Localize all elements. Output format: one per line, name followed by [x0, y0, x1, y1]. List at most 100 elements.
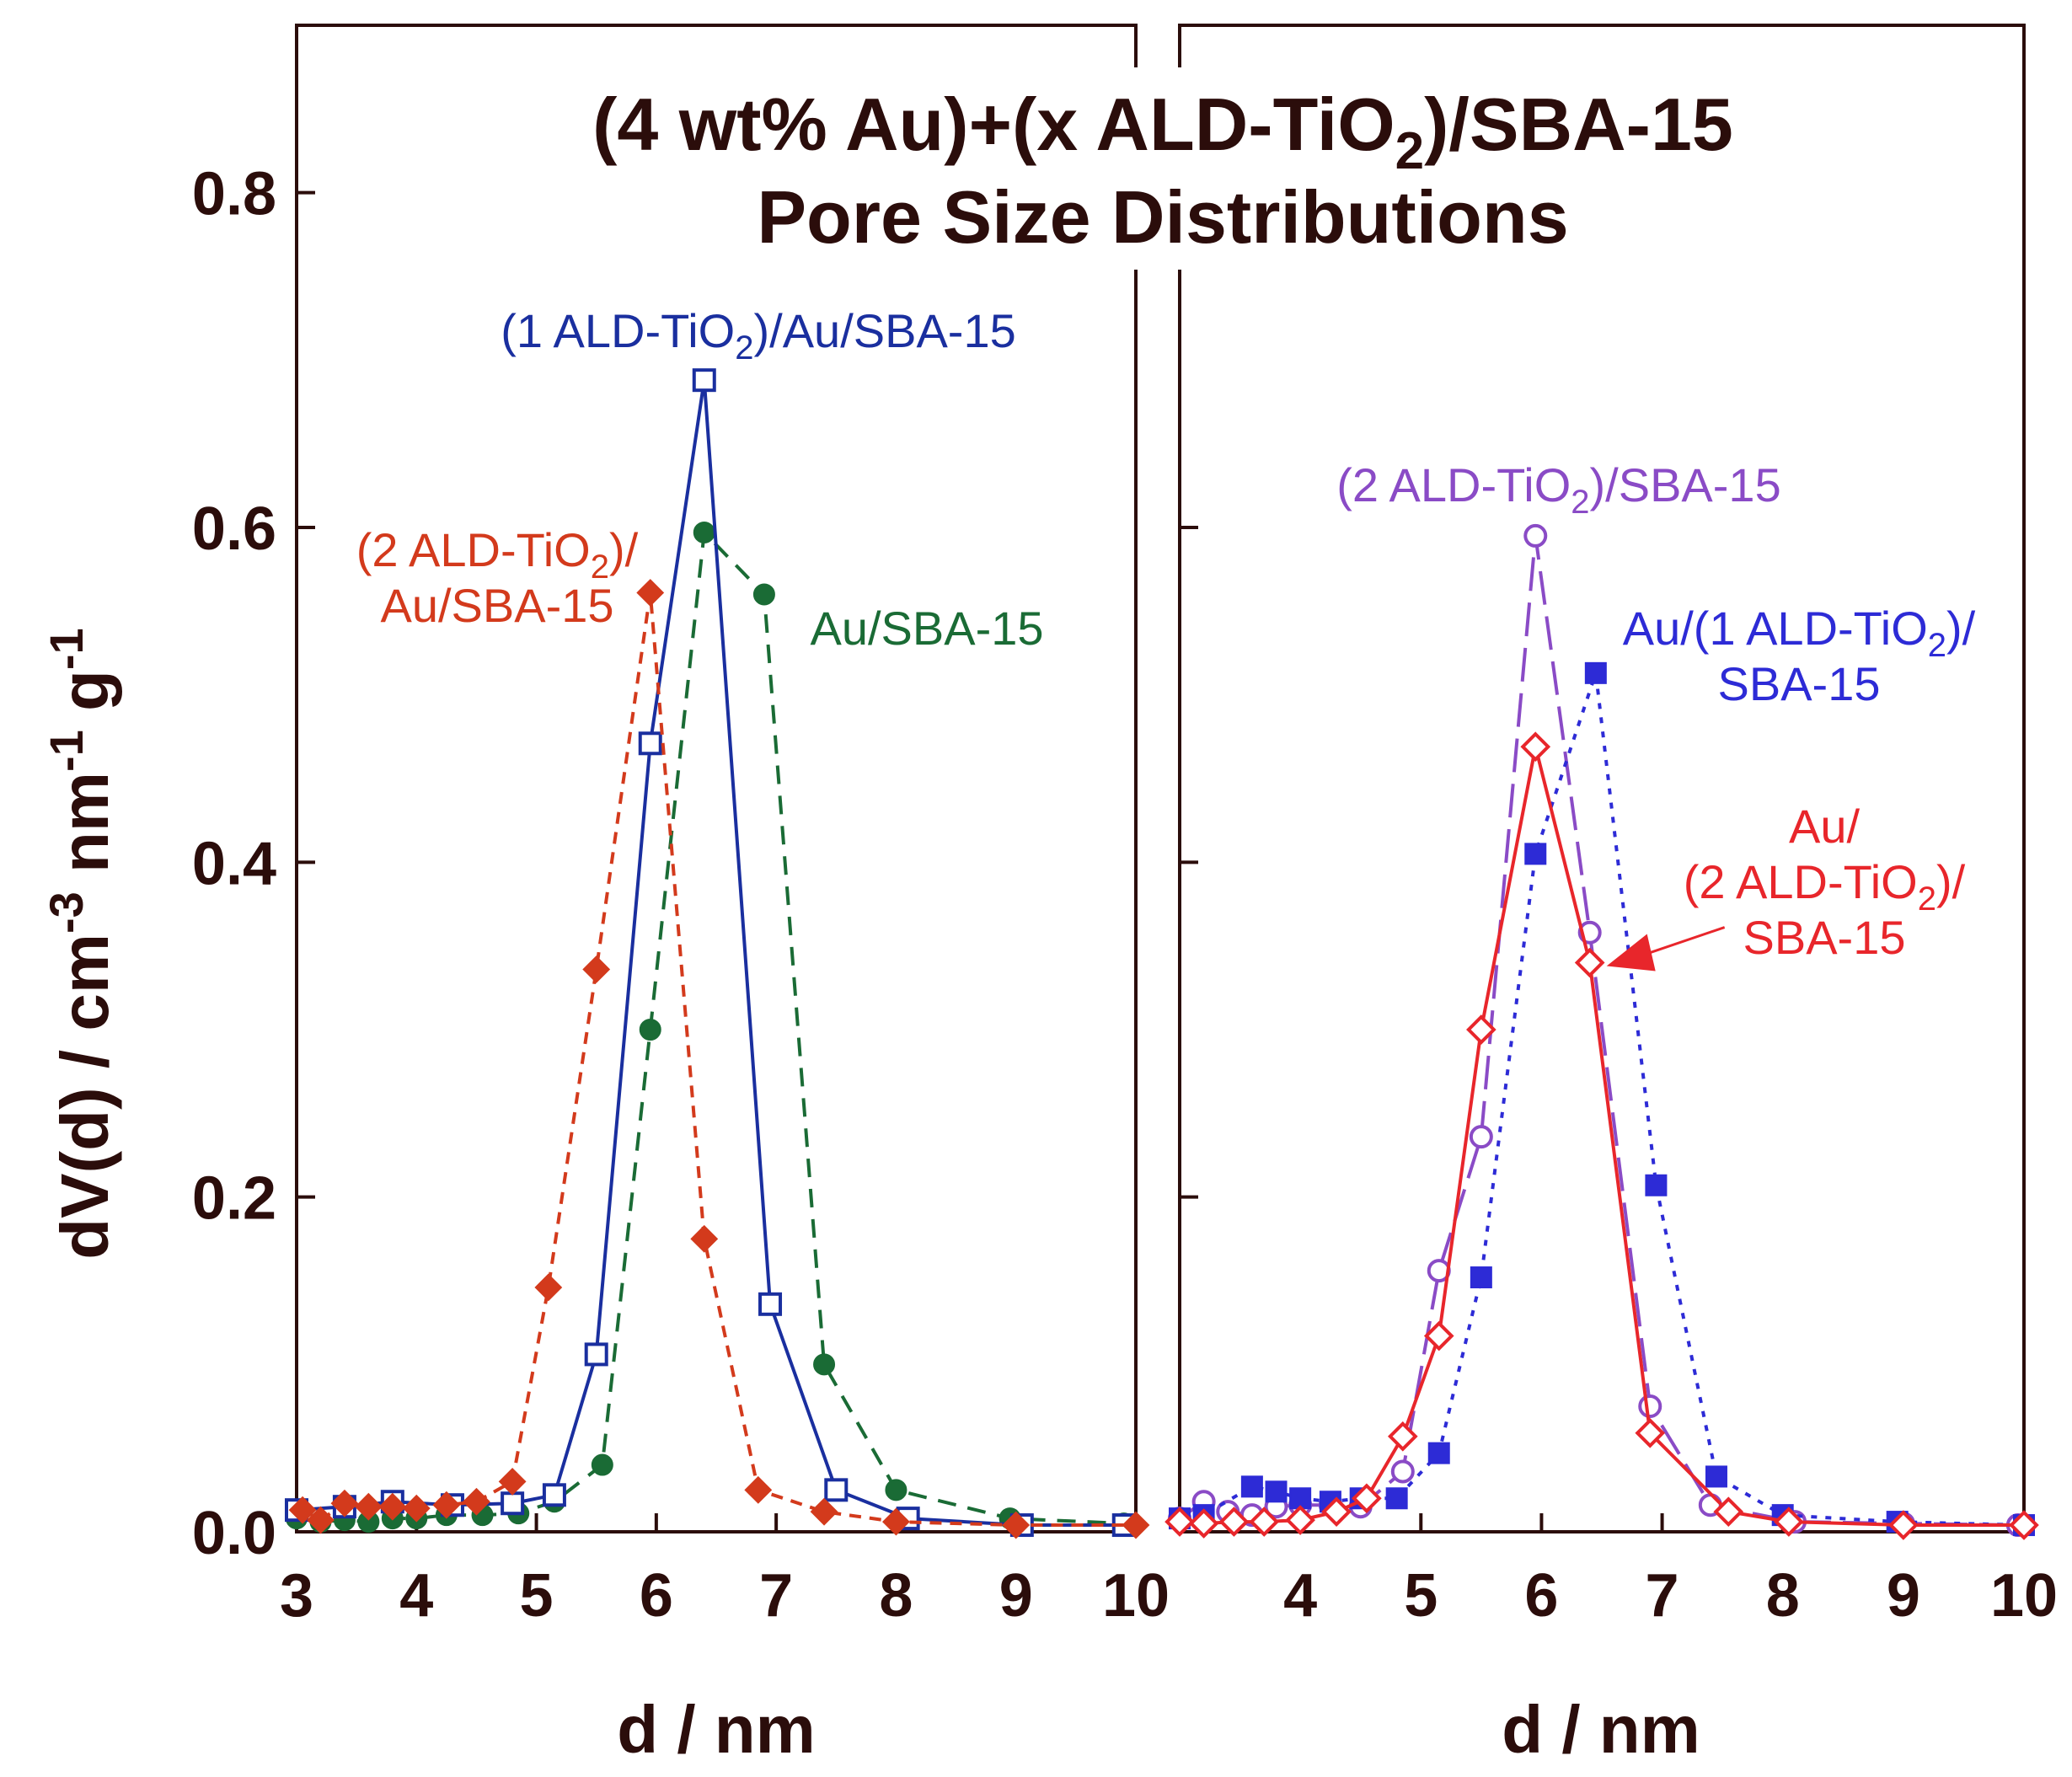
left-y-tick-label: 0.8: [192, 161, 276, 228]
right-x-tick-label: 5: [1404, 1562, 1438, 1630]
data-point: [1002, 1511, 1031, 1539]
data-point: [463, 1487, 490, 1516]
x-axis-label-right: d / nm: [1502, 1692, 1700, 1767]
data-point: [2009, 1510, 2039, 1540]
data-point: [885, 1479, 908, 1501]
series-line-au-1-ald-tio2-sba-15: [1179, 672, 2025, 1528]
arrow-head: [1606, 934, 1656, 971]
annotation-arrow: [1606, 926, 1726, 971]
data-point: [1427, 1442, 1450, 1464]
title-background: [489, 67, 1837, 270]
annotation-au-sba-15: Au/SBA-15: [810, 602, 1043, 655]
data-point: [330, 1489, 359, 1517]
data-point: [1888, 1510, 1919, 1540]
arrow-shaft: [1640, 926, 1726, 957]
data-point: [810, 1497, 838, 1526]
data-point: [758, 1292, 783, 1316]
data-point: [1385, 1487, 1408, 1510]
data-point: [584, 1342, 608, 1367]
data-point: [1265, 1480, 1288, 1503]
left-y-tick-label: 0.4: [192, 830, 276, 897]
right-x-tick-label: 9: [1887, 1562, 1920, 1630]
data-point: [1645, 1174, 1668, 1196]
data-point: [1218, 1507, 1250, 1537]
left-x-tick-label: 8: [879, 1562, 913, 1630]
data-point: [1164, 1507, 1195, 1537]
annotation-au-2-ald-tio2-sba-15: (2 ALD-TiO2)/: [1684, 855, 1966, 918]
data-point: [690, 1224, 719, 1253]
x-axis-label-left: d / nm: [617, 1692, 816, 1767]
data-point: [693, 521, 715, 543]
left-x-tick-label: 4: [399, 1562, 433, 1630]
data-point: [501, 1491, 525, 1516]
left-y-tick-label: 0.0: [192, 1500, 276, 1567]
data-point: [1188, 1508, 1219, 1539]
data-point: [354, 1492, 383, 1521]
data-point: [744, 1475, 773, 1504]
data-point: [402, 1494, 431, 1523]
data-point: [288, 1496, 317, 1524]
data-point: [498, 1467, 527, 1496]
data-point: [1469, 1125, 1493, 1149]
data-point: [582, 955, 611, 983]
left-x-tick-label: 9: [999, 1562, 1033, 1630]
data-point: [1574, 947, 1605, 978]
data-point: [882, 1507, 910, 1536]
left-x-tick-label: 5: [520, 1562, 554, 1630]
data-point: [1774, 1507, 1804, 1537]
data-point: [1638, 1394, 1662, 1418]
data-point: [1352, 1483, 1382, 1514]
data-point: [1466, 1014, 1496, 1045]
series-2-ald-tio2-au-sba-15: [288, 579, 1150, 1539]
data-point: [1122, 1511, 1150, 1539]
data-point: [1524, 843, 1547, 865]
right-x-tick-label: 4: [1283, 1562, 1317, 1630]
data-point: [1423, 1320, 1454, 1351]
data-point: [824, 1478, 849, 1502]
series-line-au-sba-15: [296, 528, 1124, 1526]
right-x-tick-label: 8: [1766, 1562, 1800, 1630]
data-point: [1240, 1475, 1263, 1498]
right-panel-frame: [1178, 24, 2026, 1533]
left-x-tick-label: 3: [280, 1562, 313, 1630]
annotation-2-ald-tio2-au-sba-15: (2 ALD-TiO2)/: [356, 523, 639, 586]
data-point: [638, 731, 662, 756]
data-point: [1285, 1505, 1315, 1535]
left-y-tick-label: 0.2: [192, 1165, 276, 1233]
data-point: [1249, 1507, 1280, 1537]
annotation-2-ald-tio2-sba-15: (2 ALD-TiO2)/SBA-15: [1336, 458, 1780, 521]
data-point: [534, 1273, 563, 1302]
annotation-au-2-ald-tio2-sba-15: SBA-15: [1743, 911, 1906, 964]
left-panel-frame: [295, 24, 1138, 1533]
data-point: [1705, 1465, 1727, 1488]
series-layer: [285, 368, 2039, 1540]
chart-title-line-2: Pore Size Distributions: [757, 175, 1568, 259]
annotation-au-1-ald-tio2-sba-15: SBA-15: [1718, 657, 1881, 710]
left-x-tick-label: 7: [759, 1562, 793, 1630]
chart-title-line-1: (4 wt% Au)+(x ALD-TiO2)/SBA-15: [592, 83, 1733, 180]
series-au-2-ald-tio2-sba-15: [1164, 731, 2039, 1540]
y-axis-label: dV(d) / cm-3 nm-1 g-1: [40, 628, 122, 1259]
left-x-tick-label: 6: [640, 1562, 673, 1630]
annotation-layer: (1 ALD-TiO2)/Au/SBA-15(2 ALD-TiO2)/Au/SB…: [356, 304, 1976, 971]
data-point: [307, 1506, 335, 1534]
data-point: [752, 583, 775, 606]
data-point: [639, 1019, 661, 1041]
data-point: [1523, 523, 1548, 548]
data-point: [1470, 1266, 1492, 1289]
series-line-2-ald-tio2-au-sba-15: [302, 592, 1136, 1528]
data-point: [591, 1453, 613, 1476]
annotation-1-ald-tio2-au-sba-15: (1 ALD-TiO2)/Au/SBA-15: [501, 304, 1016, 367]
data-point: [1713, 1496, 1744, 1527]
annotation-au-1-ald-tio2-sba-15: Au/(1 ALD-TiO2)/: [1623, 602, 1976, 664]
annotation-2-ald-tio2-au-sba-15: Au/SBA-15: [380, 579, 613, 632]
right-x-tick-label: 10: [1990, 1562, 2058, 1630]
data-point: [1321, 1496, 1352, 1527]
data-point: [1635, 1417, 1666, 1448]
annotation-au-2-ald-tio2-sba-15: Au/: [1789, 800, 1860, 853]
data-point: [813, 1353, 836, 1376]
data-point: [432, 1491, 461, 1519]
data-point: [692, 368, 716, 393]
left-y-tick-label: 0.6: [192, 495, 276, 563]
